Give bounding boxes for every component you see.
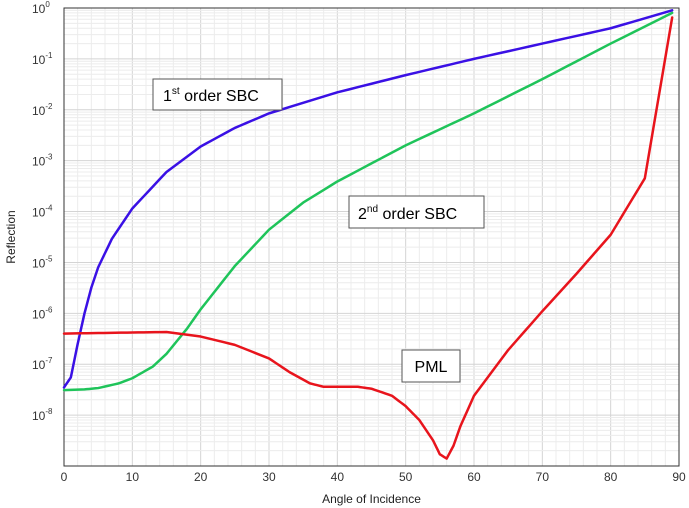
series-lines — [62, 9, 674, 460]
annotation-second-order-sbc: 2nd order SBC — [348, 195, 485, 229]
x-tick-label: 0 — [61, 470, 68, 484]
y-axis-ticks: 100 10-1 10-2 10-3 10-4 10-5 10-6 10-7 10-8 — [32, 0, 53, 423]
x-tick-label: 30 — [262, 470, 276, 484]
annotation-label: order SBC — [180, 88, 259, 105]
annotation-number: 1 — [163, 88, 172, 105]
annotation-pml: PML — [401, 349, 461, 383]
x-tick-label: 80 — [604, 470, 618, 484]
y-tick-label: 100 — [32, 0, 50, 16]
x-tick-label: 40 — [331, 470, 345, 484]
x-axis-title: Angle of Incidence — [322, 492, 421, 506]
series-line-first-order-sbc — [62, 9, 674, 389]
annotation-superscript: st — [172, 86, 180, 97]
annotation-pml-label: PML — [415, 359, 448, 376]
y-tick-label: 10-1 — [32, 51, 53, 67]
annotation-first-order-sbc: 1st order SBC — [152, 78, 283, 111]
svg-text:2nd order SBC: 2nd order SBC — [358, 204, 457, 223]
annotation-label: order SBC — [378, 206, 457, 223]
x-tick-label: 10 — [126, 470, 140, 484]
annotation-superscript: nd — [367, 204, 378, 215]
x-tick-label: 70 — [536, 470, 550, 484]
y-tick-label: 10-5 — [32, 254, 53, 270]
series-line-pml — [62, 16, 674, 460]
x-tick-label: 90 — [672, 470, 686, 484]
y-tick-label: 10-3 — [32, 153, 53, 169]
x-tick-label: 50 — [399, 470, 413, 484]
plot-frame — [63, 7, 680, 467]
y-tick-label: 10-2 — [32, 102, 53, 118]
plot-grid — [63, 8, 680, 467]
series-line-second-order-sbc — [62, 11, 674, 392]
y-tick-label: 10-6 — [32, 305, 53, 321]
y-axis-title: Reflection — [4, 210, 18, 263]
y-tick-label: 10-8 — [32, 407, 53, 423]
svg-text:1st order SBC: 1st order SBC — [163, 86, 259, 105]
x-axis-ticks: 0 10 20 30 40 50 60 70 80 90 — [61, 470, 686, 484]
y-tick-label: 10-4 — [32, 204, 53, 220]
x-tick-label: 60 — [467, 470, 481, 484]
y-tick-label: 10-7 — [32, 356, 53, 372]
annotation-number: 2 — [358, 206, 367, 223]
x-tick-label: 20 — [194, 470, 208, 484]
